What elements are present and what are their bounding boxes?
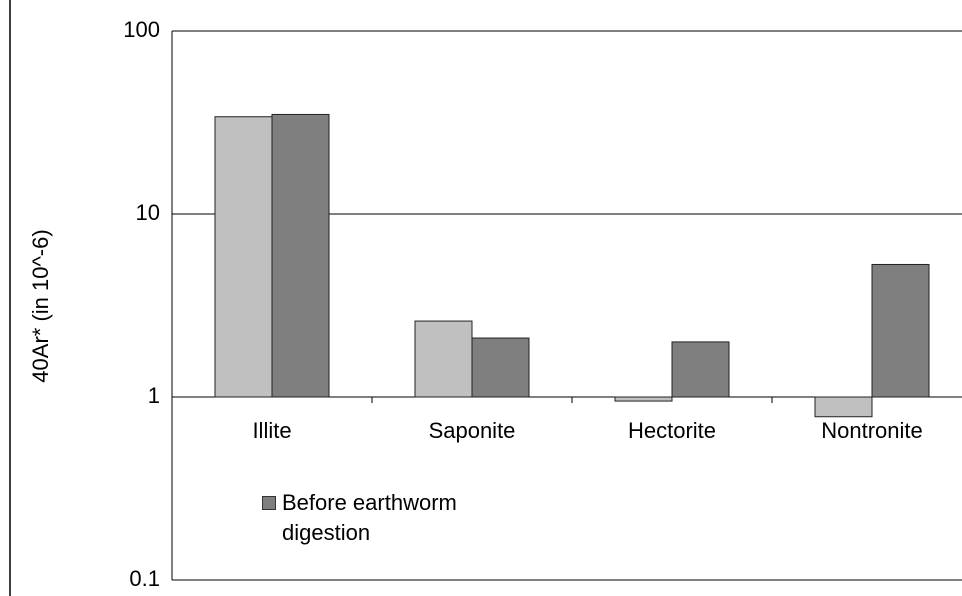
bar [871,263,930,398]
y-tick-label: 100 [123,17,160,42]
x-tick-label: Illite [252,418,291,443]
bar [671,341,730,398]
x-tick-label: Nontronite [821,418,923,443]
bar [214,116,273,398]
bar [814,396,873,418]
legend-label: Before earthworm digestion [282,490,457,545]
y-axis-label: 40Ar* (in 10^-6) [28,229,53,382]
bar [471,337,530,398]
y-tick-label: 1 [148,383,160,408]
bar [271,113,330,398]
bar [614,396,673,402]
legend: Before earthworm digestion [262,488,492,548]
y-tick-label: 0.1 [129,566,160,591]
legend-swatch [262,496,276,510]
y-tick-label: 10 [136,200,160,225]
x-tick-label: Saponite [429,418,516,443]
x-tick-label: Hectorite [628,418,716,443]
bar [414,320,473,398]
